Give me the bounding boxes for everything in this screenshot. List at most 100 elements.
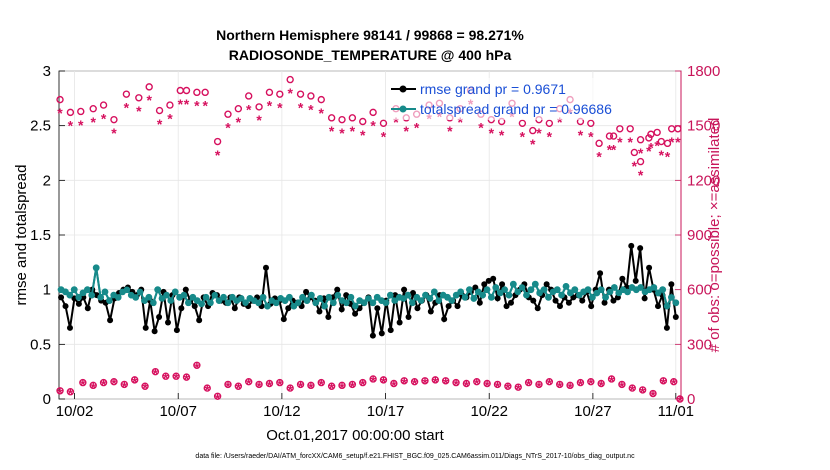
obs-possible-point [348,114,357,122]
rmse-point [343,292,350,299]
obs-low-possible-point [649,389,657,398]
obs-assimilated-point: * [547,129,553,145]
totalspread-overlay-point [136,288,144,296]
obs-assimilated-point: * [654,138,660,154]
totalspread-overlay-point [426,295,434,302]
totalspread-overlay-point [488,294,495,301]
totalspread-overlay-point [321,302,328,310]
obs-possible-point [529,126,537,135]
totalspread-overlay-point [294,299,302,306]
totalspread-overlay-point [141,297,148,304]
obs-low-assimilated-point: * [453,377,459,393]
totalspread-overlay-point [189,294,197,301]
totalspread-overlay-point [391,297,398,304]
totalspread-overlay-point [215,297,223,304]
obs-possible-point [245,92,253,100]
obs-low-assimilated-point: * [516,381,522,397]
totalspread-overlay-point [198,300,205,308]
rmse-point [352,310,359,317]
rmse-point [231,305,238,312]
obs-low-assimilated-point: * [236,380,242,396]
rmse-point [427,308,434,315]
rmse-point [191,303,198,310]
totalspread-overlay-point [84,286,91,293]
obs-assimilated-point: * [617,134,623,150]
totalspread-overlay-point [663,302,671,310]
obs-low-assimilated-point: * [526,377,532,393]
totalspread-overlay-point [114,294,122,301]
totalspread-overlay-point [101,288,109,296]
y2-tick-label: 300 [687,336,712,353]
y-tick-label: 1 [43,282,51,299]
rmse-point [66,324,73,331]
rmse-point [628,242,635,249]
obs-low-assimilated-point: * [194,359,200,375]
totalspread-overlay-point [185,299,192,306]
obs-low-assimilated-point: * [90,379,96,395]
rmse-point [552,297,559,304]
obs-low-assimilated-point: * [474,376,480,392]
totalspread-overlay-point [93,264,100,271]
obs-low-possible-point [483,379,491,388]
obs-low-possible-point [524,378,533,387]
rmse-point [579,297,586,304]
totalspread-overlay-point [501,286,508,293]
obs-low-possible-point [359,378,367,387]
obs-possible-point [587,119,595,128]
rmse-point [534,305,541,312]
totalspread-overlay-point [536,289,543,297]
obs-assimilated-point: * [627,134,633,150]
x-tick-label: 10/27 [574,403,612,420]
totalspread-overlay-point [461,294,469,301]
obs-assimilated-point: * [277,99,283,115]
rmse-point [597,270,604,277]
obs-low-assimilated-point: * [246,376,252,392]
y2-axis-label: # of obs: o=possible; ×=assimilated [706,118,723,353]
totalspread-overlay-point [259,294,267,301]
totalspread-overlay-point [650,284,658,291]
obs-low-possible-point [421,377,429,385]
obs-low-assimilated-point: * [142,380,148,396]
obs-assimilated-point: * [638,167,644,183]
rmse-point [641,295,648,302]
obs-low-assimilated-point: * [433,374,439,390]
obs-assimilated-point: * [578,127,584,143]
rmse-point [325,314,332,320]
obs-low-possible-point [110,377,118,386]
obs-low-assimilated-point: * [225,378,231,394]
totalspread-overlay-point [435,297,442,304]
obs-low-possible-point [473,377,481,386]
totalspread-overlay-point [180,291,188,299]
obs-low-assimilated-point: * [339,379,345,395]
totalspread-overlay-point [404,291,412,299]
obs-assimilated-point: * [329,123,335,139]
obs-possible-point [193,88,201,97]
obs-assimilated-point: * [520,129,526,145]
obs-low-assimilated-point: * [277,377,283,393]
rmse-point [668,281,675,288]
totalspread-overlay-point [352,302,359,310]
obs-low-possible-point [172,372,180,380]
totalspread-overlay-point [624,288,631,296]
totalspread-overlay-point [242,299,249,306]
obs-low-assimilated-point: * [256,378,262,394]
totalspread-overlay-point [518,284,526,291]
obs-assimilated-point: * [215,147,221,163]
totalspread-overlay-point [602,294,609,301]
totalspread-overlay-point [593,289,600,297]
totalspread-overlay-point [558,291,565,299]
totalspread-overlay-point [325,294,333,301]
obs-low-possible-point [670,377,678,386]
totalspread-overlay-point [417,297,425,304]
totalspread-overlay-point [659,286,666,293]
obs-low-possible-point [348,380,357,389]
obs-possible-point [307,92,315,100]
rmse-point [405,314,412,320]
obs-low-assimilated-point: * [319,377,325,393]
totalspread-overlay-point [422,291,429,299]
obs-low-assimilated-point: * [505,380,511,396]
legend-rmse-marker [399,85,407,93]
obs-assimilated-point: * [447,123,453,139]
obs-low-assimilated-point: * [557,378,563,394]
totalspread-overlay-point [545,294,552,301]
